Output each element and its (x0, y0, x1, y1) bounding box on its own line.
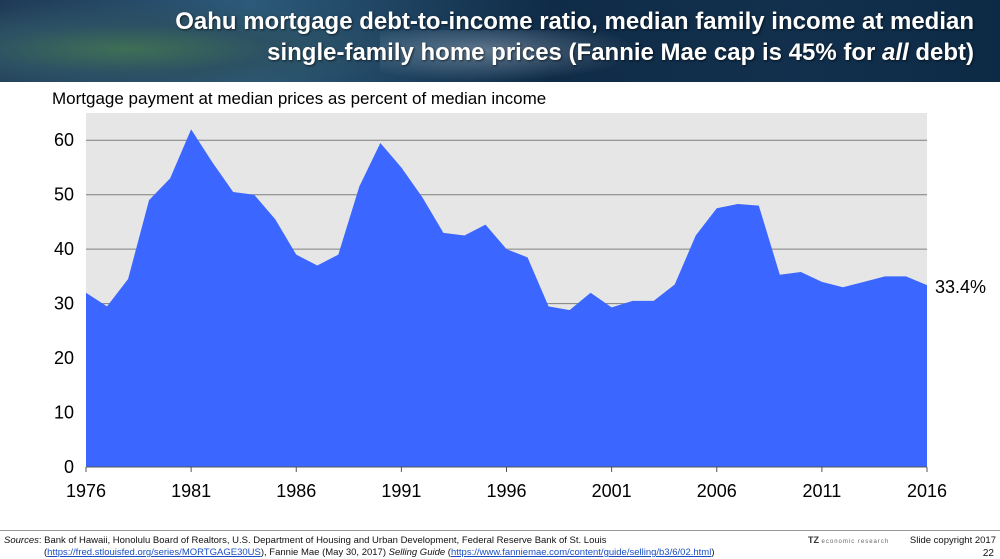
y-tick-label: 50 (54, 185, 74, 205)
slide-title: Oahu mortgage debt-to-income ratio, medi… (74, 6, 974, 68)
banner-landscape-image (0, 0, 420, 82)
y-tick-label: 10 (54, 403, 74, 423)
sources-paren-open-2: ( (445, 547, 451, 558)
x-tick-label: 2016 (907, 481, 947, 501)
area-series (86, 129, 927, 467)
x-tick-label: 2006 (697, 481, 737, 501)
x-tick-label: 1996 (486, 481, 526, 501)
sources-note: Sources: Bank of Hawaii, Honolulu Board … (4, 535, 714, 559)
x-tick-label: 1986 (276, 481, 316, 501)
sources-fannie-text: ), Fannie Mae (May 30, 2017) (260, 547, 389, 558)
slide-title-line2-prefix: single-family home prices (Fannie Mae ca… (267, 39, 882, 66)
x-tick-label: 1991 (381, 481, 421, 501)
x-tick-label: 2011 (803, 481, 842, 501)
selling-guide-title: Selling Guide (388, 547, 446, 558)
footer-divider (0, 530, 1000, 531)
sources-key: Sources (4, 535, 39, 546)
slide-title-line2-suffix: debt) (908, 39, 974, 66)
brand-mark: TZ (808, 535, 819, 545)
banner-surf-image (380, 30, 640, 82)
y-tick-label: 0 (64, 457, 74, 477)
y-tick-label: 20 (54, 348, 74, 368)
y-axis-ticks: 0 10 20 30 40 50 60 (54, 130, 74, 477)
chart-title: Mortgage payment at median prices as per… (52, 89, 547, 108)
x-tick-label: 2001 (592, 481, 632, 501)
sources-paren-open: ( (44, 547, 48, 558)
fred-link[interactable]: https://fred.stlouisfed.org/series/MORTG… (47, 547, 261, 558)
page-number: 22 (982, 548, 994, 559)
title-banner: Oahu mortgage debt-to-income ratio, medi… (0, 0, 1000, 82)
brand-tagline: economic research (821, 539, 890, 545)
x-axis-ticks: 1976 1981 1986 1991 1996 2001 2006 2011 2016 (66, 467, 947, 501)
sources-line2: (https://fred.stlouisfed.org/series/MORT… (4, 547, 714, 559)
slide-title-line1: Oahu mortgage debt-to-income ratio, medi… (175, 8, 974, 35)
y-tick-label: 60 (54, 130, 74, 150)
slide-title-line2: single-family home prices (Fannie Mae ca… (74, 37, 974, 68)
end-value-label: 33.4% (935, 277, 987, 297)
brand-logo: TZ economic research (808, 535, 889, 545)
x-tick-label: 1976 (66, 481, 106, 501)
y-tick-label: 30 (54, 294, 74, 314)
sources-text: : Bank of Hawaii, Honolulu Board of Real… (38, 535, 607, 546)
fanniemae-link[interactable]: https://www.fanniemae.com/content/guide/… (450, 547, 712, 558)
y-tick-label: 40 (54, 239, 74, 259)
slide-title-emphasis: all (881, 39, 909, 66)
area-chart: 1976 1981 1986 1991 1996 2001 2006 2011 2016 0 10… (54, 113, 947, 501)
sources-line1: Sources: Bank of Hawaii, Honolulu Board … (4, 535, 714, 547)
sources-paren-close: ) (711, 547, 715, 558)
copyright-note: Slide copyright 2017 (909, 535, 996, 546)
x-tick-label: 1981 (171, 481, 211, 501)
